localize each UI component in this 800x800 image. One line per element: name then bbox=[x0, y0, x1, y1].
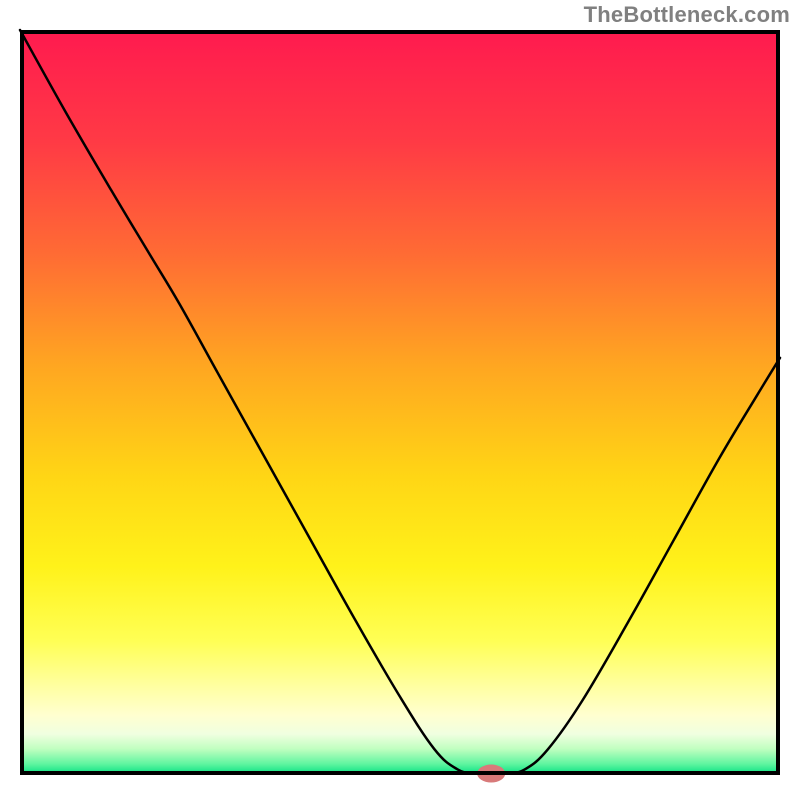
watermark-text: TheBottleneck.com bbox=[584, 2, 790, 28]
chart-container: TheBottleneck.com bbox=[0, 0, 800, 800]
bottleneck-chart bbox=[0, 0, 800, 800]
chart-background bbox=[20, 30, 780, 775]
